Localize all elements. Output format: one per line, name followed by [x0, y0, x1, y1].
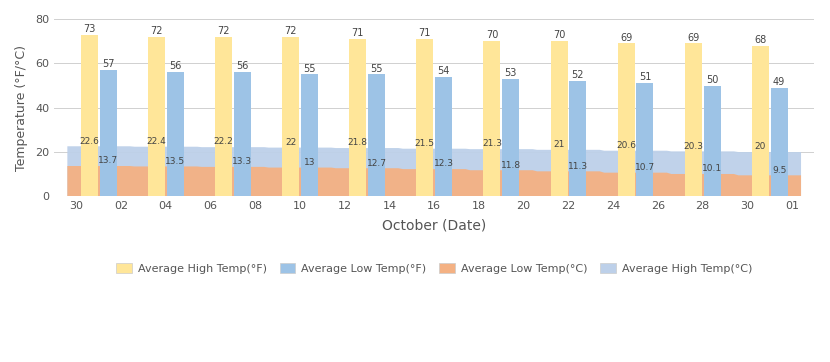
Bar — [282, 37, 299, 196]
Bar — [167, 72, 183, 196]
Text: 69: 69 — [687, 33, 700, 42]
Text: 21.8: 21.8 — [348, 138, 368, 147]
Bar — [349, 39, 366, 196]
Text: 55: 55 — [303, 64, 315, 73]
Text: 9.5: 9.5 — [772, 166, 786, 174]
Text: 11.8: 11.8 — [500, 161, 520, 169]
Text: 53: 53 — [505, 68, 517, 78]
Polygon shape — [67, 146, 801, 196]
Text: 51: 51 — [639, 72, 651, 83]
Text: 20: 20 — [754, 142, 766, 151]
Text: 20.6: 20.6 — [616, 141, 636, 150]
Text: 22.4: 22.4 — [147, 137, 166, 146]
Text: 56: 56 — [236, 61, 248, 71]
Bar — [569, 81, 586, 196]
Text: 68: 68 — [754, 35, 766, 45]
Text: 13: 13 — [304, 158, 315, 167]
Bar — [215, 37, 232, 196]
Bar — [550, 41, 568, 196]
Bar — [637, 83, 653, 196]
Bar — [752, 46, 769, 196]
Bar — [685, 43, 701, 196]
Polygon shape — [67, 166, 801, 196]
Text: 72: 72 — [217, 26, 230, 36]
Text: 54: 54 — [437, 66, 450, 76]
Text: 49: 49 — [773, 77, 785, 87]
Text: 70: 70 — [553, 30, 565, 40]
Text: 21.5: 21.5 — [415, 139, 435, 148]
Bar — [81, 34, 98, 196]
Text: 10.1: 10.1 — [702, 164, 722, 173]
Bar — [502, 79, 520, 196]
Text: 55: 55 — [370, 64, 383, 73]
Text: 22.2: 22.2 — [213, 138, 233, 147]
Bar — [483, 41, 500, 196]
Bar — [148, 37, 165, 196]
Text: 73: 73 — [83, 24, 95, 34]
Text: 22: 22 — [285, 138, 296, 147]
Bar — [435, 77, 452, 196]
Text: 12.7: 12.7 — [367, 159, 387, 168]
Bar — [618, 43, 635, 196]
Text: 11.3: 11.3 — [568, 162, 588, 171]
Text: 13.7: 13.7 — [98, 156, 118, 165]
Legend: Average High Temp(°F), Average Low Temp(°F), Average Low Temp(°C), Average High : Average High Temp(°F), Average Low Temp(… — [112, 259, 756, 278]
Bar — [417, 39, 433, 196]
Bar — [704, 85, 720, 196]
Text: 71: 71 — [352, 28, 364, 38]
Text: 10.7: 10.7 — [635, 163, 655, 172]
Text: 56: 56 — [169, 61, 182, 71]
Text: 50: 50 — [706, 75, 718, 85]
Y-axis label: Temperature (°F/°C): Temperature (°F/°C) — [15, 45, 28, 171]
X-axis label: October (Date): October (Date) — [382, 218, 486, 232]
Text: 21: 21 — [554, 140, 564, 149]
Text: 72: 72 — [285, 26, 297, 36]
Bar — [100, 70, 116, 196]
Bar — [234, 72, 251, 196]
Text: 21.3: 21.3 — [482, 139, 502, 148]
Bar — [368, 75, 385, 196]
Text: 52: 52 — [572, 70, 584, 80]
Text: 13.5: 13.5 — [165, 157, 185, 166]
Bar — [301, 75, 318, 196]
Text: 72: 72 — [150, 26, 163, 36]
Text: 57: 57 — [102, 59, 115, 69]
Text: 12.3: 12.3 — [433, 159, 453, 168]
Text: 20.3: 20.3 — [683, 142, 703, 151]
Text: 70: 70 — [486, 30, 498, 40]
Text: 71: 71 — [418, 28, 431, 38]
Text: 69: 69 — [620, 33, 632, 42]
Bar — [770, 88, 788, 196]
Text: 22.6: 22.6 — [80, 136, 100, 146]
Text: 13.3: 13.3 — [232, 157, 252, 166]
